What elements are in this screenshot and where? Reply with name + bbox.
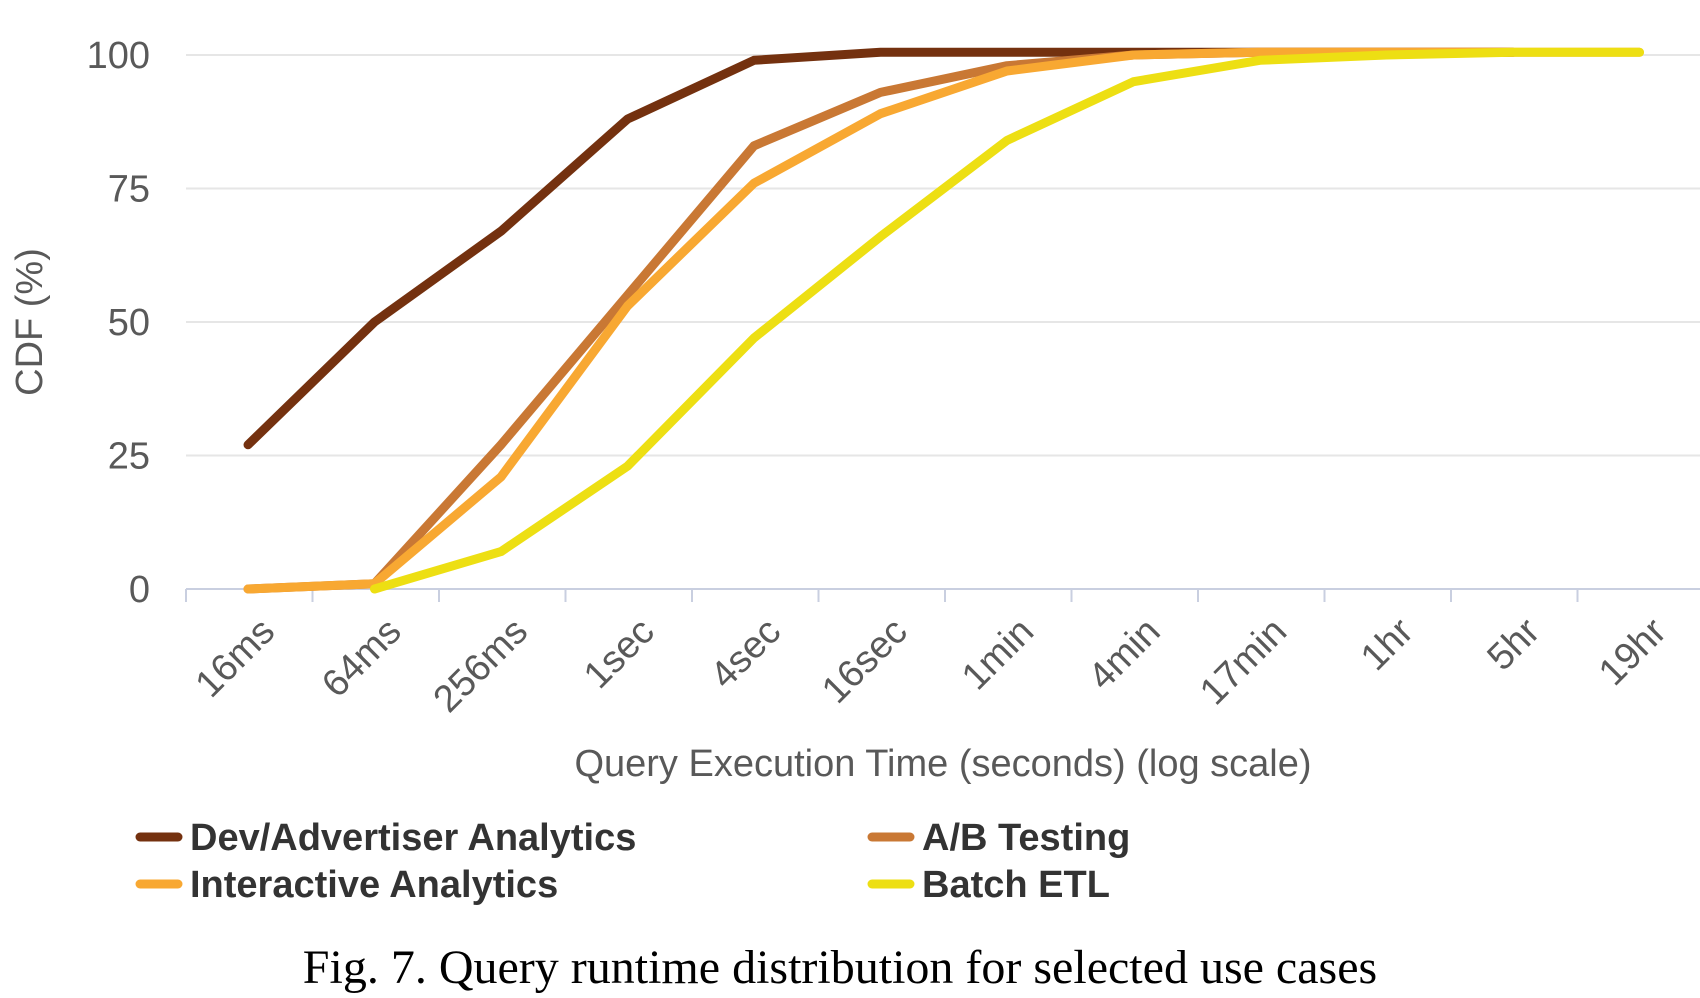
legend-label: Batch ETL [922, 864, 1110, 906]
legend-label: Interactive Analytics [190, 864, 558, 906]
x-tick-label: 16sec [814, 610, 915, 711]
x-tick-label: 256ms [426, 610, 536, 720]
x-axis [185, 588, 1700, 602]
x-tick-label: 1hr [1353, 610, 1422, 679]
y-tick-label: 0 [129, 569, 150, 611]
x-tick-label: 1min [954, 610, 1042, 698]
x-axis-ticks: 16ms 64ms 256ms 1sec 4sec 16sec 1min 4min 17min 1… [188, 610, 1675, 721]
legend: Dev/Advertiser Analytics A/B Testing Inter… [135, 817, 1130, 906]
series-line-3 [370, 47, 1644, 594]
y-axis-ticks: 0 25 50 75 100 [87, 35, 150, 611]
x-tick-label: 5hr [1480, 610, 1549, 679]
legend-label: Dev/Advertiser Analytics [190, 817, 636, 859]
x-axis-title: Query Execution Time (seconds) (log scal… [574, 743, 1311, 785]
x-tick-label: 1sec [576, 610, 662, 696]
x-tick-label: 16ms [188, 610, 283, 705]
y-axis-title: CDF (%) [9, 248, 51, 396]
x-tick-label: 17min [1192, 610, 1295, 713]
gridlines [186, 54, 1700, 457]
series-lines [243, 47, 1644, 594]
figure-caption: Fig. 7. Query runtime distribution for s… [303, 941, 1377, 994]
series-line-1 [243, 47, 1518, 594]
x-tick-label: 4sec [703, 610, 789, 696]
y-tick-label: 25 [108, 436, 150, 478]
y-tick-label: 50 [108, 302, 150, 344]
series-line-2 [243, 47, 1644, 594]
x-tick-label: 4min [1081, 610, 1169, 698]
x-tick-label: 19hr [1591, 610, 1675, 694]
y-tick-label: 75 [108, 169, 150, 211]
x-tick-label: 64ms [314, 610, 409, 705]
y-tick-label: 100 [87, 35, 150, 77]
legend-label: A/B Testing [922, 817, 1130, 859]
